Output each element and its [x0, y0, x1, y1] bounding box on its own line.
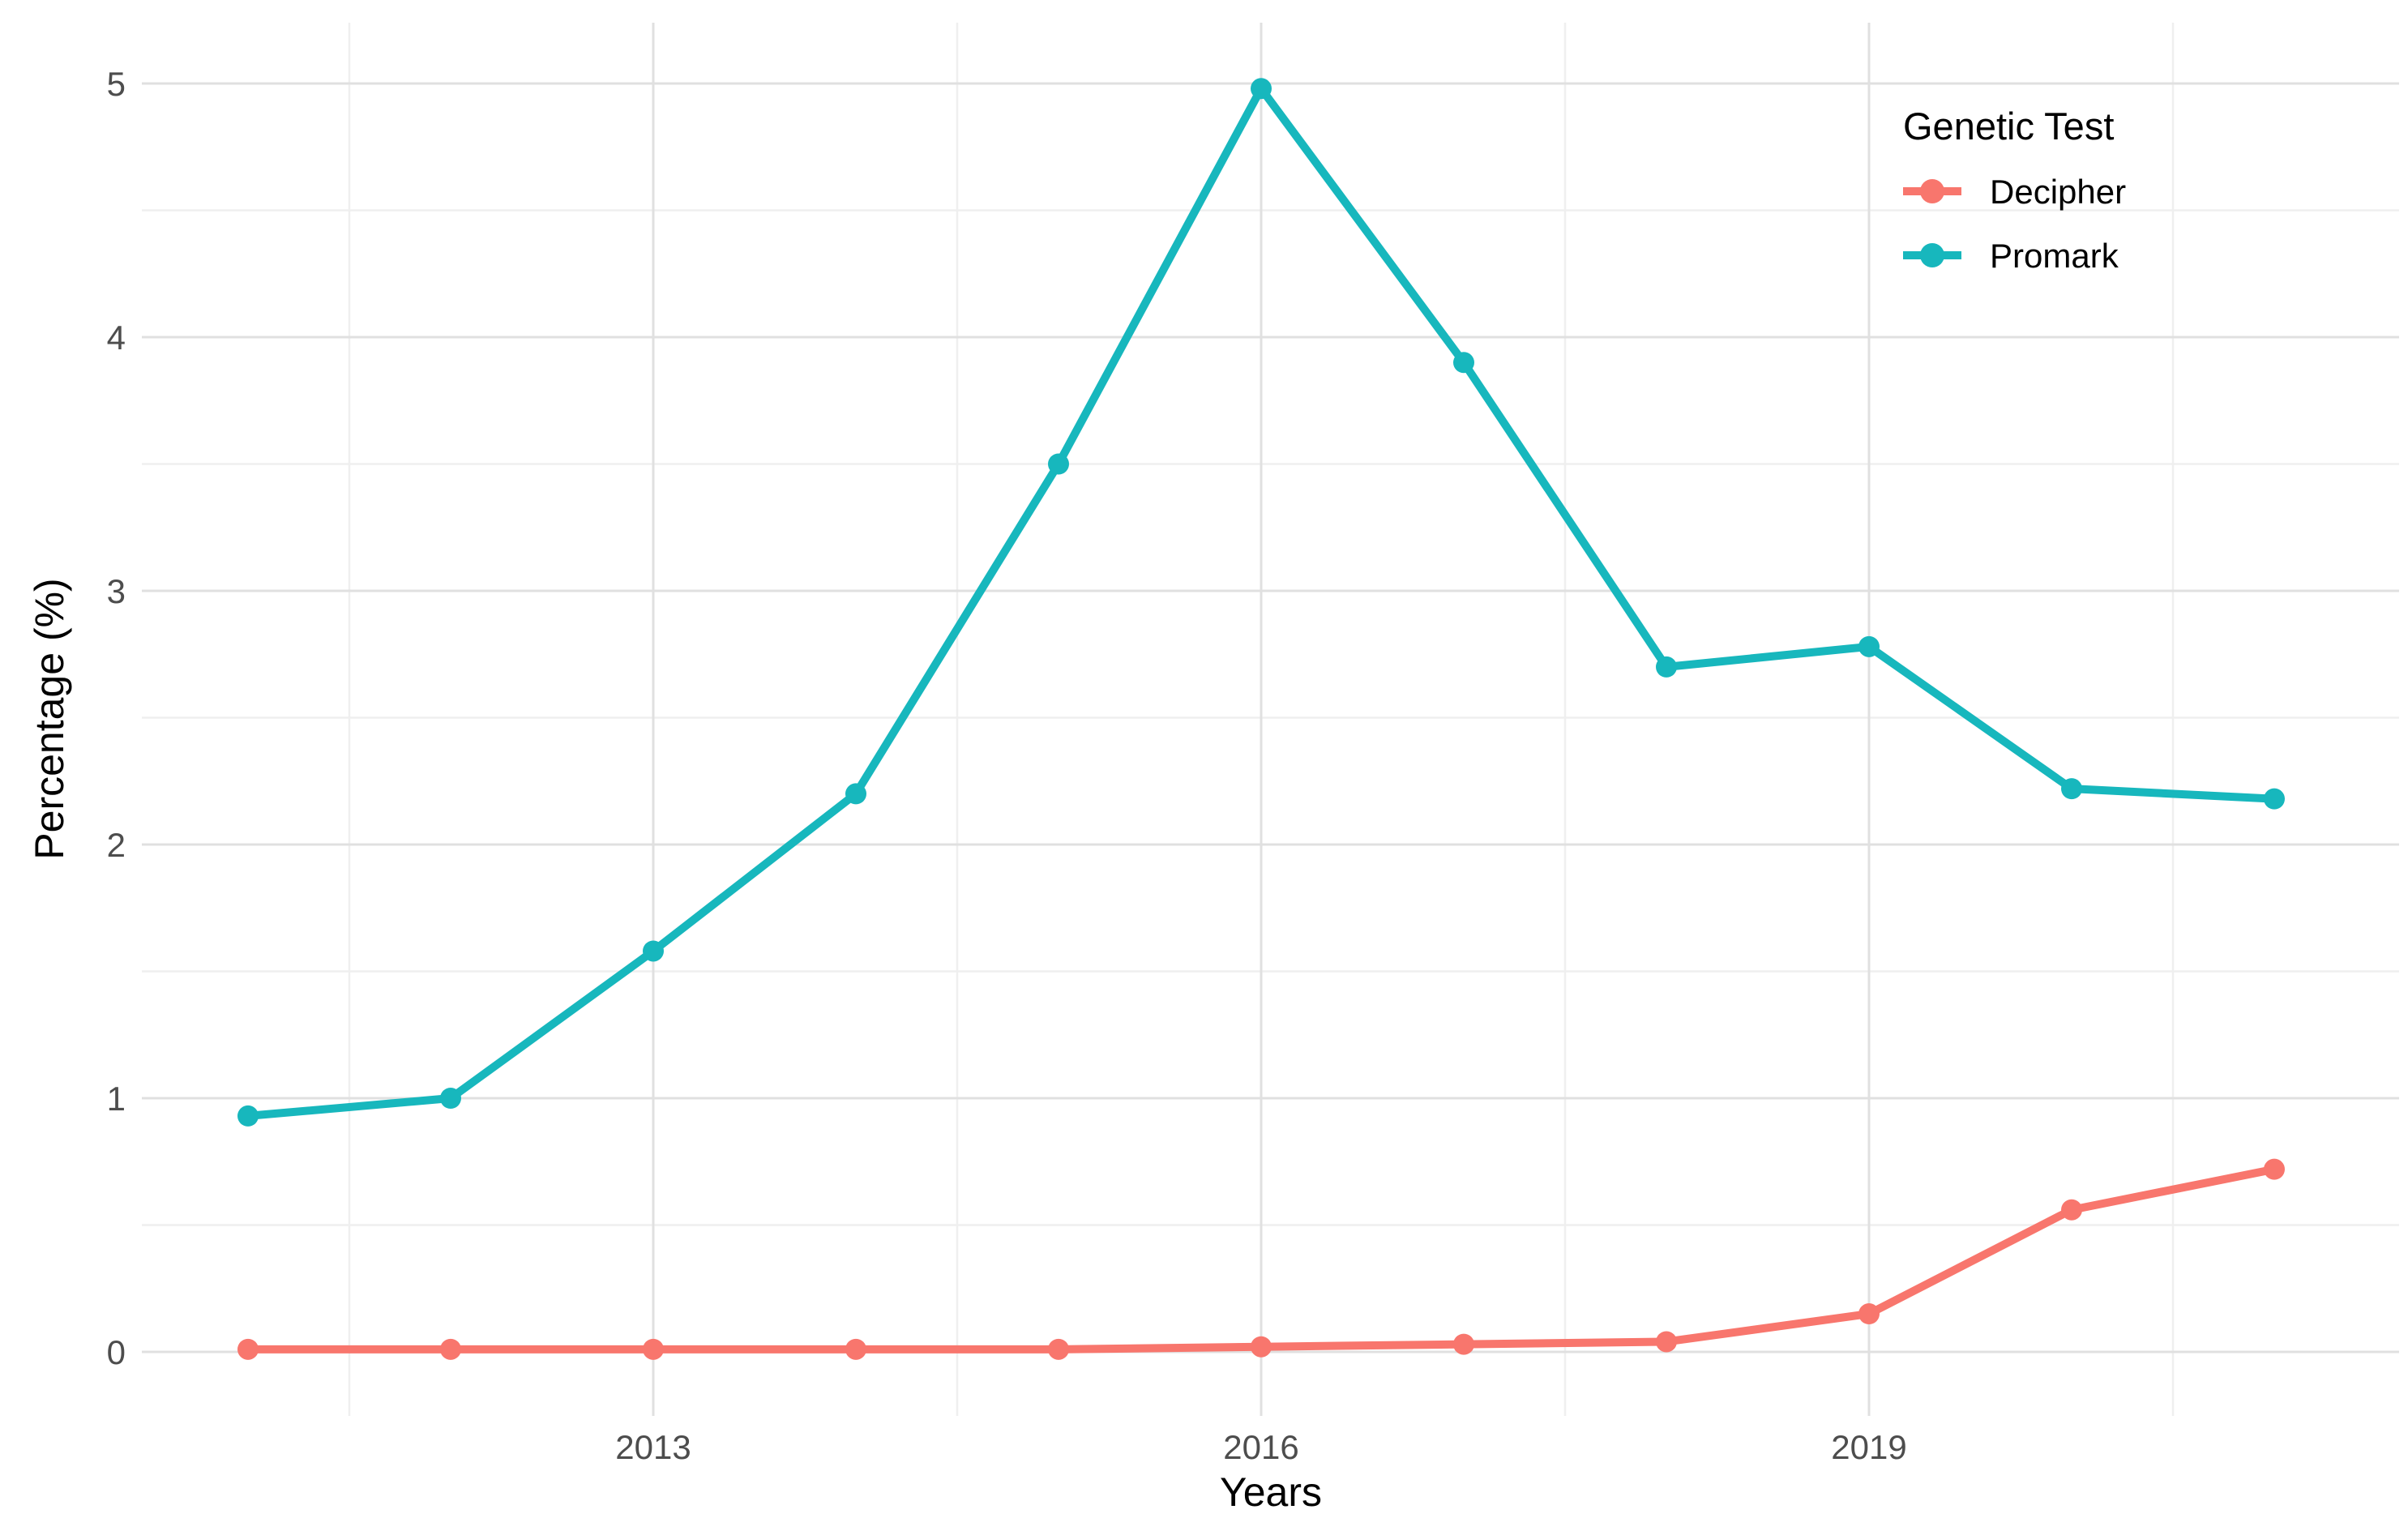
data-point-decipher: [845, 1338, 866, 1360]
y-tick-label: 1: [107, 1080, 126, 1118]
x-tick-label: 2013: [615, 1428, 691, 1466]
data-point-decipher: [440, 1338, 461, 1360]
y-tick-label: 3: [107, 572, 126, 610]
gridlines-minor: [142, 23, 2399, 1416]
x-axis-title: Years: [1220, 1469, 1322, 1515]
data-point-promark: [2061, 778, 2082, 800]
data-point-promark: [440, 1088, 461, 1109]
data-series: [237, 78, 2285, 1360]
data-point-decipher: [2061, 1199, 2082, 1221]
data-point-promark: [643, 940, 664, 962]
axis-titles: Years Percentage (%): [27, 578, 1322, 1515]
data-point-decipher: [237, 1338, 259, 1360]
legend: Genetic Test Decipher Promark: [1903, 105, 2126, 275]
y-tick-label: 5: [107, 65, 126, 103]
y-tick-label: 4: [107, 319, 126, 357]
data-point-promark: [237, 1105, 259, 1127]
legend-key-dot: [1920, 179, 1944, 203]
data-point-promark: [1656, 656, 1677, 678]
data-point-decipher: [2264, 1158, 2285, 1180]
legend-title: Genetic Test: [1903, 105, 2114, 148]
legend-entry-decipher: Decipher: [1903, 173, 2126, 211]
x-tick-label: 2019: [1831, 1428, 1906, 1466]
gridlines-major: [142, 23, 2399, 1416]
data-point-decipher: [643, 1338, 664, 1360]
legend-key-dot: [1920, 243, 1944, 267]
data-point-decipher: [1251, 1336, 1272, 1358]
legend-entries: Decipher Promark: [1903, 173, 2126, 275]
y-tick-label: 2: [107, 826, 126, 864]
data-point-promark: [1858, 635, 1880, 657]
data-point-promark: [2264, 788, 2285, 810]
data-point-promark: [1453, 352, 1474, 374]
legend-label: Promark: [1990, 237, 2119, 275]
axis-tick-labels: 0 1 2 3 4 5 2013 2016 2019: [107, 65, 1907, 1466]
y-tick-label: 0: [107, 1333, 126, 1371]
x-tick-label: 2016: [1223, 1428, 1298, 1466]
data-point-decipher: [1858, 1303, 1880, 1325]
data-point-decipher: [1453, 1333, 1474, 1355]
y-axis-title: Percentage (%): [27, 578, 72, 859]
data-point-promark: [1048, 453, 1069, 475]
data-point-decipher: [1048, 1338, 1069, 1360]
data-point-promark: [845, 783, 866, 805]
legend-label: Decipher: [1990, 173, 2126, 211]
data-point-decipher: [1656, 1331, 1677, 1353]
data-point-promark: [1251, 78, 1272, 100]
legend-entry-promark: Promark: [1903, 237, 2119, 275]
